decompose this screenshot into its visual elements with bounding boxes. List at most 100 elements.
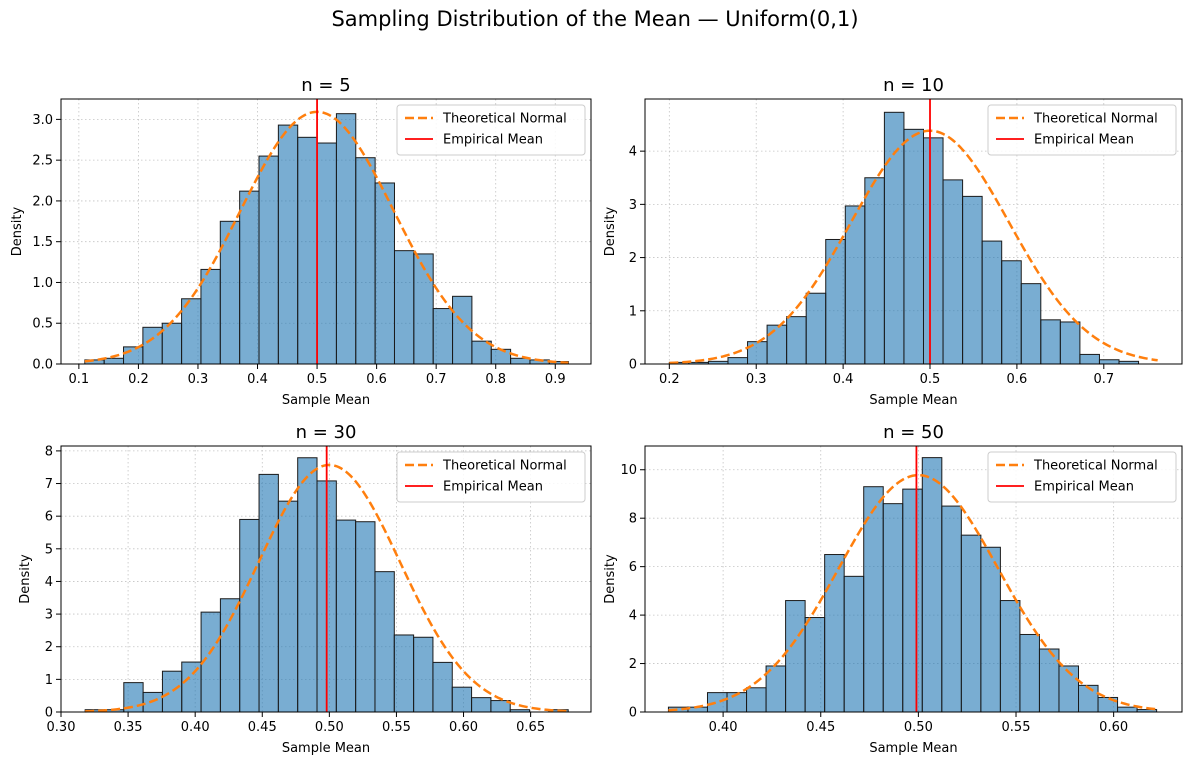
histogram-bar xyxy=(1001,260,1022,365)
x-axis-label: Sample Mean xyxy=(282,393,370,408)
histogram-bar xyxy=(471,340,492,365)
subplot-title: n = 10 xyxy=(883,75,944,96)
y-tick-label: 2.5 xyxy=(32,154,53,169)
histogram-bar xyxy=(355,157,376,365)
x-tick-label: 0.4 xyxy=(247,372,268,387)
histogram-bar xyxy=(843,575,865,713)
legend-label-normal: Theoretical Normal xyxy=(442,112,567,127)
histogram-bar xyxy=(258,155,279,365)
histogram-bar xyxy=(335,519,357,713)
x-tick-label: 0.45 xyxy=(248,720,277,735)
histogram-bar xyxy=(432,661,453,713)
histogram-bar xyxy=(1019,633,1040,713)
histogram-bar xyxy=(471,697,492,713)
histogram-bar xyxy=(200,268,221,365)
y-axis-label: Density xyxy=(603,206,618,256)
legend-box xyxy=(987,104,1177,156)
histogram-bar xyxy=(942,179,964,365)
y-axis-label: Density xyxy=(18,554,33,604)
histogram-bar xyxy=(766,324,788,365)
x-tick-label: 0.5 xyxy=(307,372,328,387)
histogram-bar xyxy=(374,182,395,365)
histogram-bar xyxy=(922,137,944,365)
y-tick-label: 0.5 xyxy=(32,317,53,332)
histogram-bar xyxy=(706,692,728,713)
histogram-bar xyxy=(355,521,376,713)
y-tick-label: 10 xyxy=(620,463,637,478)
subplot-3: 0.30 0.35 0.40 0.45 0.50 0.55 0.60 0.65 0 1 2 3 4 5 6 7… xyxy=(18,422,592,756)
legend-box xyxy=(396,104,586,156)
histogram-bar xyxy=(1059,321,1081,365)
histogram-bar xyxy=(161,670,183,713)
histogram-bar xyxy=(239,518,260,713)
x-tick-label: 0.45 xyxy=(806,720,835,735)
histogram-bar xyxy=(452,295,473,365)
histogram-bar xyxy=(1020,283,1042,365)
x-axis-label: Sample Mean xyxy=(282,741,370,756)
x-axis-label: Sample Mean xyxy=(869,741,957,756)
y-tick-label: 3 xyxy=(629,198,637,213)
legend-box xyxy=(987,451,1177,503)
x-tick-label: 0.9 xyxy=(545,372,566,387)
histogram-bar xyxy=(804,617,826,713)
x-axis-label: Sample Mean xyxy=(869,393,957,408)
histogram-bar xyxy=(1078,684,1099,713)
x-tick-label: 0.4 xyxy=(833,372,854,387)
x-tick-label: 0.65 xyxy=(516,720,545,735)
histogram-bar xyxy=(1040,319,1061,365)
histogram-bar xyxy=(451,686,473,713)
y-tick-label: 2 xyxy=(629,657,637,672)
y-tick-label: 0 xyxy=(629,358,637,373)
legend-label-mean: Empirical Mean xyxy=(443,133,543,148)
histogram-bar xyxy=(921,457,943,713)
y-tick-label: 2.0 xyxy=(32,194,53,209)
theoretical-normal-curve xyxy=(669,129,1158,365)
axes-frame xyxy=(644,445,1183,713)
histogram-bar xyxy=(980,546,1001,713)
x-tick-label: 0.8 xyxy=(485,372,506,387)
y-tick-label: 4 xyxy=(629,609,637,624)
histogram-bar xyxy=(825,238,846,365)
legend-label-normal: Theoretical Normal xyxy=(442,459,567,474)
legend: Theoretical Normal Empirical Mean xyxy=(396,104,586,156)
y-axis-label: Density xyxy=(10,206,25,256)
legend: Theoretical Normal Empirical Mean xyxy=(396,451,586,503)
x-tick-label: 0.40 xyxy=(181,720,210,735)
histogram-bar xyxy=(786,316,807,365)
subplot-1: 0.1 0.2 0.3 0.4 0.5 0.6 0.7 0.8 0.9 0.0 0.5 1.0 1.5 2… xyxy=(10,75,592,408)
subplot-title: n = 30 xyxy=(296,422,357,443)
x-tick-label: 0.55 xyxy=(1002,720,1031,735)
legend-label-normal: Theoretical Normal xyxy=(1033,112,1158,127)
histogram-bar xyxy=(1038,648,1060,713)
x-tick-label: 0.3 xyxy=(188,372,209,387)
histogram-bar xyxy=(393,634,415,713)
histogram-bars xyxy=(667,457,1158,713)
x-tick-label: 0.7 xyxy=(1093,372,1114,387)
y-tick-label: 7 xyxy=(45,477,53,492)
legend-label-mean: Empirical Mean xyxy=(1034,480,1134,495)
y-tick-label: 1.0 xyxy=(32,276,53,291)
histogram-bar xyxy=(882,503,904,713)
histogram-bar xyxy=(161,322,183,365)
x-tick-label: 0.7 xyxy=(426,372,447,387)
x-tick-label: 0.50 xyxy=(315,720,344,735)
legend: Theoretical Normal Empirical Mean xyxy=(987,451,1177,503)
subplot-4: 0.40 0.45 0.50 0.55 0.60 0 2 4 6 8 10 n = 50 Sample … xyxy=(603,422,1183,756)
y-tick-label: 3.0 xyxy=(32,113,53,128)
y-tick-label: 8 xyxy=(629,512,637,527)
histogram-bar xyxy=(297,457,318,713)
histogram-bar xyxy=(219,220,241,365)
x-tick-label: 0.2 xyxy=(659,372,680,387)
histogram-bar xyxy=(181,298,202,365)
x-tick-label: 0.30 xyxy=(47,720,76,735)
histogram-bar xyxy=(960,534,982,713)
x-tick-label: 0.35 xyxy=(114,720,143,735)
histogram-bar xyxy=(902,488,923,713)
y-tick-label: 0 xyxy=(45,706,53,721)
histogram-bar xyxy=(1117,706,1138,713)
histogram-bar xyxy=(413,253,434,365)
histogram-bar xyxy=(1079,353,1100,365)
axes-frame xyxy=(644,98,1183,365)
histogram-bar xyxy=(883,111,905,365)
x-tick-label: 0.1 xyxy=(69,372,90,387)
